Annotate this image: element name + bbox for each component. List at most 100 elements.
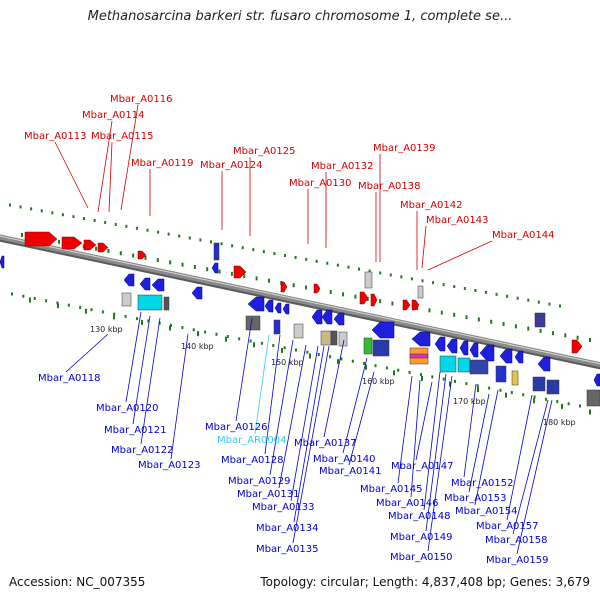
kbp-tick-label: 130 kbp bbox=[90, 325, 123, 334]
leader-layer bbox=[54, 104, 553, 555]
leader-line bbox=[425, 373, 447, 532]
reverse-gene-label[interactable]: Mbar_A0118 bbox=[38, 373, 101, 384]
forward-gene-label[interactable]: Mbar_A0130 bbox=[289, 178, 352, 189]
backbone-line bbox=[0, 234, 600, 368]
forward-gene-label[interactable]: Mbar_A0132 bbox=[311, 161, 374, 172]
forward-gene-label[interactable]: Mbar_A0143 bbox=[426, 215, 489, 226]
tick-mark bbox=[90, 308, 93, 312]
reverse-gene-label[interactable]: Mbar_A0157 bbox=[476, 521, 539, 532]
reverse-gene-label[interactable]: Mbar_A0140 bbox=[313, 454, 376, 465]
reverse-gene-label[interactable]: Mbar_A0159 bbox=[486, 555, 549, 566]
feature-block bbox=[320, 330, 332, 346]
leader-line bbox=[348, 371, 375, 466]
tick-mark bbox=[226, 335, 229, 339]
reverse-gene-label[interactable]: Mbar_A0148 bbox=[388, 511, 451, 522]
tick-mark bbox=[453, 312, 456, 317]
tick-mark bbox=[206, 267, 209, 272]
leader-line bbox=[415, 381, 433, 461]
leader-line bbox=[170, 333, 189, 460]
feature-block bbox=[372, 339, 390, 357]
forward-gene-label[interactable]: Mbar_A0113 bbox=[24, 131, 87, 142]
reverse-gene-label[interactable]: Mbar_A0126 bbox=[205, 422, 268, 433]
tick-mark bbox=[56, 301, 59, 305]
tick-mark bbox=[537, 300, 540, 304]
reverse-gene-arrow bbox=[479, 344, 495, 362]
reverse-gene-label[interactable]: Mbar_A0146 bbox=[376, 498, 439, 509]
tick-mark bbox=[72, 215, 75, 219]
tick-mark bbox=[197, 331, 199, 337]
leader-line bbox=[474, 389, 499, 506]
leader-line bbox=[120, 104, 139, 211]
tick-mark bbox=[93, 219, 96, 223]
forward-gene-label[interactable]: Mbar_A0144 bbox=[492, 230, 555, 241]
reverse-gene-label[interactable]: Mbar_A0152 bbox=[451, 478, 514, 489]
reverse-gene-arrow bbox=[499, 348, 513, 364]
tick-mark bbox=[336, 263, 339, 267]
tick-mark bbox=[79, 305, 82, 309]
reverse-gene-label[interactable]: Mbar_A0141 bbox=[319, 466, 382, 477]
feature-block bbox=[121, 292, 132, 307]
tick-mark bbox=[337, 359, 339, 365]
reverse-gene-label[interactable]: Mbar_A0137 bbox=[294, 438, 357, 449]
reverse-gene-label[interactable]: Mbar_A0123 bbox=[138, 460, 201, 471]
reverse-gene-label[interactable]: Mbar_A0149 bbox=[390, 532, 453, 543]
tick-mark bbox=[368, 269, 371, 273]
reverse-gene-label[interactable]: Mbar_A0158 bbox=[485, 535, 548, 546]
tick-mark bbox=[51, 211, 54, 215]
tick-mark bbox=[490, 319, 493, 324]
reverse-gene-label[interactable]: Mbar_A0133 bbox=[252, 502, 315, 513]
tick-mark bbox=[119, 251, 122, 256]
forward-gene-label[interactable]: Mbar_A0138 bbox=[358, 181, 421, 192]
forward-gene-label[interactable]: Mbar_A0114 bbox=[82, 110, 145, 121]
reverse-gene-label[interactable]: Mbar_A0128 bbox=[221, 455, 284, 466]
forward-gene-label[interactable]: Mbar_A0142 bbox=[400, 200, 463, 211]
forward-gene-label[interactable]: Mbar_A0119 bbox=[131, 158, 194, 169]
tick-mark bbox=[576, 335, 579, 340]
feature-block bbox=[469, 359, 489, 375]
sequence-title: Methanosarcina barkeri str. fusaro chrom… bbox=[87, 9, 513, 24]
tick-mark bbox=[358, 267, 361, 271]
reverse-gene-arrow bbox=[434, 336, 446, 352]
reverse-gene-label[interactable]: Mbar_A0147 bbox=[391, 461, 454, 472]
reverse-gene-arrow bbox=[191, 286, 203, 300]
reverse-gene-label[interactable]: Mbar_A0154 bbox=[455, 506, 518, 517]
feature-block bbox=[546, 379, 560, 395]
reverse-gene-label[interactable]: Mbar_A0150 bbox=[390, 552, 453, 563]
tick-mark bbox=[548, 302, 551, 306]
forward-gene-label[interactable]: Mbar_A0125 bbox=[233, 146, 296, 157]
tick-mark bbox=[502, 322, 505, 327]
tick-mark bbox=[391, 301, 394, 306]
reverse-gene-arrow bbox=[321, 309, 333, 325]
reverse-gene-label[interactable]: Mbar_A0129 bbox=[228, 476, 291, 487]
forward-gene-label[interactable]: Mbar_A0124 bbox=[200, 160, 263, 171]
reverse-gene-label[interactable]: Mbar_A0120 bbox=[96, 403, 159, 414]
forward-gene-label[interactable]: Mbar_A0115 bbox=[91, 131, 154, 142]
backbone-highlight bbox=[0, 235, 600, 365]
reverse-gene-label[interactable]: Mbar_A0153 bbox=[444, 493, 507, 504]
tick-mark bbox=[309, 353, 311, 359]
forward-gene-label[interactable]: Mbar_A0139 bbox=[373, 143, 436, 154]
reverse-gene-label[interactable]: Mbar_A0135 bbox=[256, 544, 319, 555]
forward-gene-arrow bbox=[233, 265, 247, 279]
tick-mark bbox=[192, 328, 195, 332]
tick-mark bbox=[428, 308, 431, 313]
reverse-gene-label[interactable]: Mbar_A0134 bbox=[256, 523, 319, 534]
reverse-gene-arrow bbox=[593, 373, 600, 387]
tick-mark bbox=[499, 388, 502, 392]
reverse-gene-label[interactable]: Mbar_A0122 bbox=[111, 445, 174, 456]
tick-mark bbox=[465, 315, 468, 320]
reverse-gene-label[interactable]: Mbar_A0131 bbox=[237, 489, 300, 500]
rna-gene-label[interactable]: Mbar_AR0004 bbox=[217, 435, 286, 446]
forward-gene-label[interactable]: Mbar_A0116 bbox=[110, 94, 173, 105]
tick-mark bbox=[33, 296, 36, 300]
feature-block bbox=[417, 285, 424, 299]
reverse-gene-label[interactable]: Mbar_A0145 bbox=[360, 484, 423, 495]
leader-line bbox=[468, 393, 490, 493]
tick-mark bbox=[9, 203, 11, 207]
reverse-gene-label[interactable]: Mbar_A0121 bbox=[104, 425, 167, 436]
tick-mark bbox=[365, 364, 367, 370]
leader-line bbox=[516, 399, 553, 555]
reverse-gene-arrow bbox=[151, 278, 165, 292]
